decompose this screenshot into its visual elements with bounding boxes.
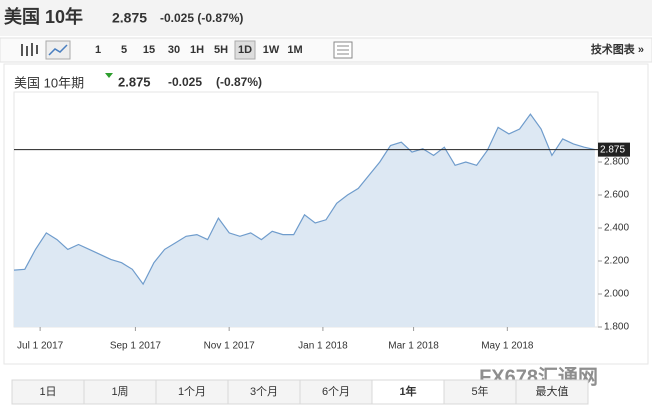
range-buttons: 1日 1周 1个月 3个月 6个月 1年 5年 最大值 bbox=[11, 379, 589, 405]
interval-button[interactable]: 5H bbox=[214, 44, 228, 56]
header-price: 2.875 bbox=[112, 10, 147, 26]
instrument-name: 美国 10年 bbox=[4, 6, 83, 27]
range-button-bg[interactable] bbox=[443, 379, 517, 405]
interval-button[interactable]: 15 bbox=[143, 44, 155, 56]
interval-buttons: 1 5 15 30 1H 5H 1D 1W 1M bbox=[95, 40, 303, 60]
chart-change: -0.025 bbox=[168, 75, 202, 89]
range-button-bg[interactable] bbox=[299, 379, 373, 405]
interval-button[interactable]: 1D bbox=[238, 44, 252, 56]
x-tick-label: Mar 1 2018 bbox=[388, 341, 439, 352]
plot: 1.800 2.000 2.200 2.400 2.600 2.800 Jul 1 2017… bbox=[13, 91, 630, 352]
y-tick-label: 2.400 bbox=[604, 223, 629, 234]
range-button[interactable]: 6个月 bbox=[322, 385, 350, 398]
down-arrow bbox=[105, 73, 113, 78]
header-bar bbox=[0, 0, 652, 36]
tech-chart-link[interactable]: 技术图表 » bbox=[591, 42, 644, 56]
interval-button[interactable]: 1 bbox=[95, 44, 101, 56]
chart-price: 2.875 bbox=[118, 74, 151, 89]
interval-button[interactable]: 1H bbox=[190, 44, 204, 56]
y-tick-label: 2.600 bbox=[604, 190, 629, 201]
range-button[interactable]: 1年 bbox=[399, 384, 416, 398]
x-tick-label: Jan 1 2018 bbox=[298, 341, 348, 352]
header-change: -0.025 (-0.87%) bbox=[160, 11, 243, 25]
chart-type-icons bbox=[21, 40, 353, 60]
x-tick-label: Nov 1 2017 bbox=[204, 341, 256, 352]
y-tick-label: 2.200 bbox=[604, 256, 629, 267]
range-button-bg[interactable] bbox=[515, 379, 589, 405]
range-button[interactable]: 1周 bbox=[111, 385, 128, 398]
range-button-bg[interactable] bbox=[155, 379, 229, 405]
x-tick-label: Jul 1 2017 bbox=[17, 341, 64, 352]
range-button[interactable]: 1个月 bbox=[178, 385, 206, 398]
chart-title: 美国 10年期 bbox=[14, 75, 84, 90]
range-button-bg[interactable] bbox=[227, 379, 301, 405]
range-button[interactable]: 最大值 bbox=[536, 384, 569, 398]
y-tick-label: 1.800 bbox=[604, 322, 629, 333]
x-tick-label: Sep 1 2017 bbox=[110, 341, 162, 352]
range-button-bg[interactable] bbox=[11, 379, 85, 405]
range-button[interactable]: 1日 bbox=[39, 386, 56, 398]
y-tick-label: 2.800 bbox=[604, 157, 629, 168]
range-button[interactable]: 3个月 bbox=[250, 385, 278, 398]
range-button-bg[interactable] bbox=[83, 379, 157, 405]
last-price-box bbox=[598, 142, 630, 157]
toolbar bbox=[0, 37, 652, 63]
y-tick-label: 2.000 bbox=[604, 289, 629, 300]
interval-button[interactable]: 30 bbox=[168, 44, 180, 56]
last-price-label: 2.875 bbox=[600, 144, 625, 155]
active-interval bbox=[234, 40, 256, 60]
range-button[interactable]: 5年 bbox=[471, 384, 488, 398]
chart-change-pct: (-0.87%) bbox=[216, 75, 262, 89]
interval-button[interactable]: 5 bbox=[121, 44, 127, 56]
interval-button[interactable]: 1W bbox=[263, 44, 280, 56]
x-tick-label: May 1 2018 bbox=[481, 341, 534, 352]
interval-button[interactable]: 1M bbox=[287, 44, 302, 56]
line bbox=[13, 113, 596, 286]
range-button-bg[interactable] bbox=[371, 379, 445, 405]
area bbox=[14, 114, 595, 327]
